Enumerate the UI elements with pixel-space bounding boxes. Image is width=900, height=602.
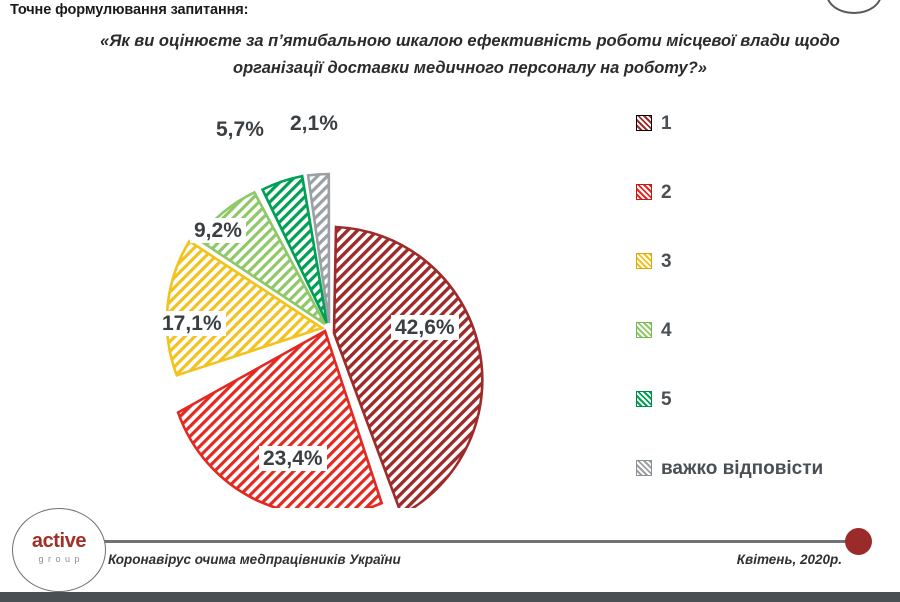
legend-item-3[interactable]: 3 [636, 250, 886, 319]
bottom-bar [0, 592, 900, 602]
footer-dot-decoration [845, 528, 872, 555]
legend-item-1[interactable]: 1 [636, 112, 886, 181]
legend-item-2[interactable]: 2 [636, 181, 886, 250]
pie-value-label-6: 2,1% [290, 112, 338, 135]
legend-label: 5 [661, 389, 672, 410]
pie-slice-1 [332, 225, 484, 508]
legend-label: важко відповісти [661, 458, 824, 479]
pie-slice-5 [260, 174, 329, 324]
pie-value-label-5: 5,7% [216, 118, 264, 141]
legend-label: 2 [661, 182, 672, 203]
legend-swatch-icon [636, 115, 652, 131]
legend-swatch-icon [636, 460, 652, 476]
legend-swatch-icon [636, 391, 652, 407]
legend-item-5[interactable]: 5 [636, 388, 886, 457]
question-text: «Як ви оцінюєте за п’ятибальною шкалою е… [100, 32, 840, 77]
pie-chart-svg [165, 172, 484, 508]
corner-arc-decoration [826, 0, 882, 14]
legend-swatch-icon [636, 184, 652, 200]
legend-label: 3 [661, 251, 672, 272]
legend-label: 1 [661, 113, 672, 134]
logo-secondary-text: group [38, 554, 85, 564]
legend-item-6[interactable]: важко відповісти [636, 457, 886, 480]
legend-swatch-icon [636, 322, 652, 338]
footer-divider [92, 540, 857, 543]
pie-slice-3 [165, 239, 325, 377]
pie-value-label-3: 17,1% [158, 311, 226, 336]
pie-value-label-2: 23,4% [259, 446, 327, 471]
pie-slice-6 [306, 172, 331, 324]
legend-label: 4 [661, 320, 672, 341]
pie-slice-2 [176, 329, 384, 508]
footer-right-text: Квітень, 2020р. [736, 552, 842, 567]
logo-primary-text: active [31, 530, 87, 552]
legend-swatch-icon [636, 253, 652, 269]
question-label: Точне формулювання запитання: [10, 2, 249, 18]
pie-value-label-1: 42,6% [391, 315, 459, 340]
footer-left-text: Коронавірус очима медпрацівників України [108, 552, 401, 567]
pie-value-label-4: 9,2% [190, 218, 246, 243]
pie-chart: 42,6% 23,4% 17,1% 9,2% 5,7% 2,1% [130, 108, 550, 508]
active-group-logo: active group [12, 508, 106, 592]
chart-legend: 1 2 3 4 5 важко відповісти [636, 112, 886, 480]
legend-item-4[interactable]: 4 [636, 319, 886, 388]
